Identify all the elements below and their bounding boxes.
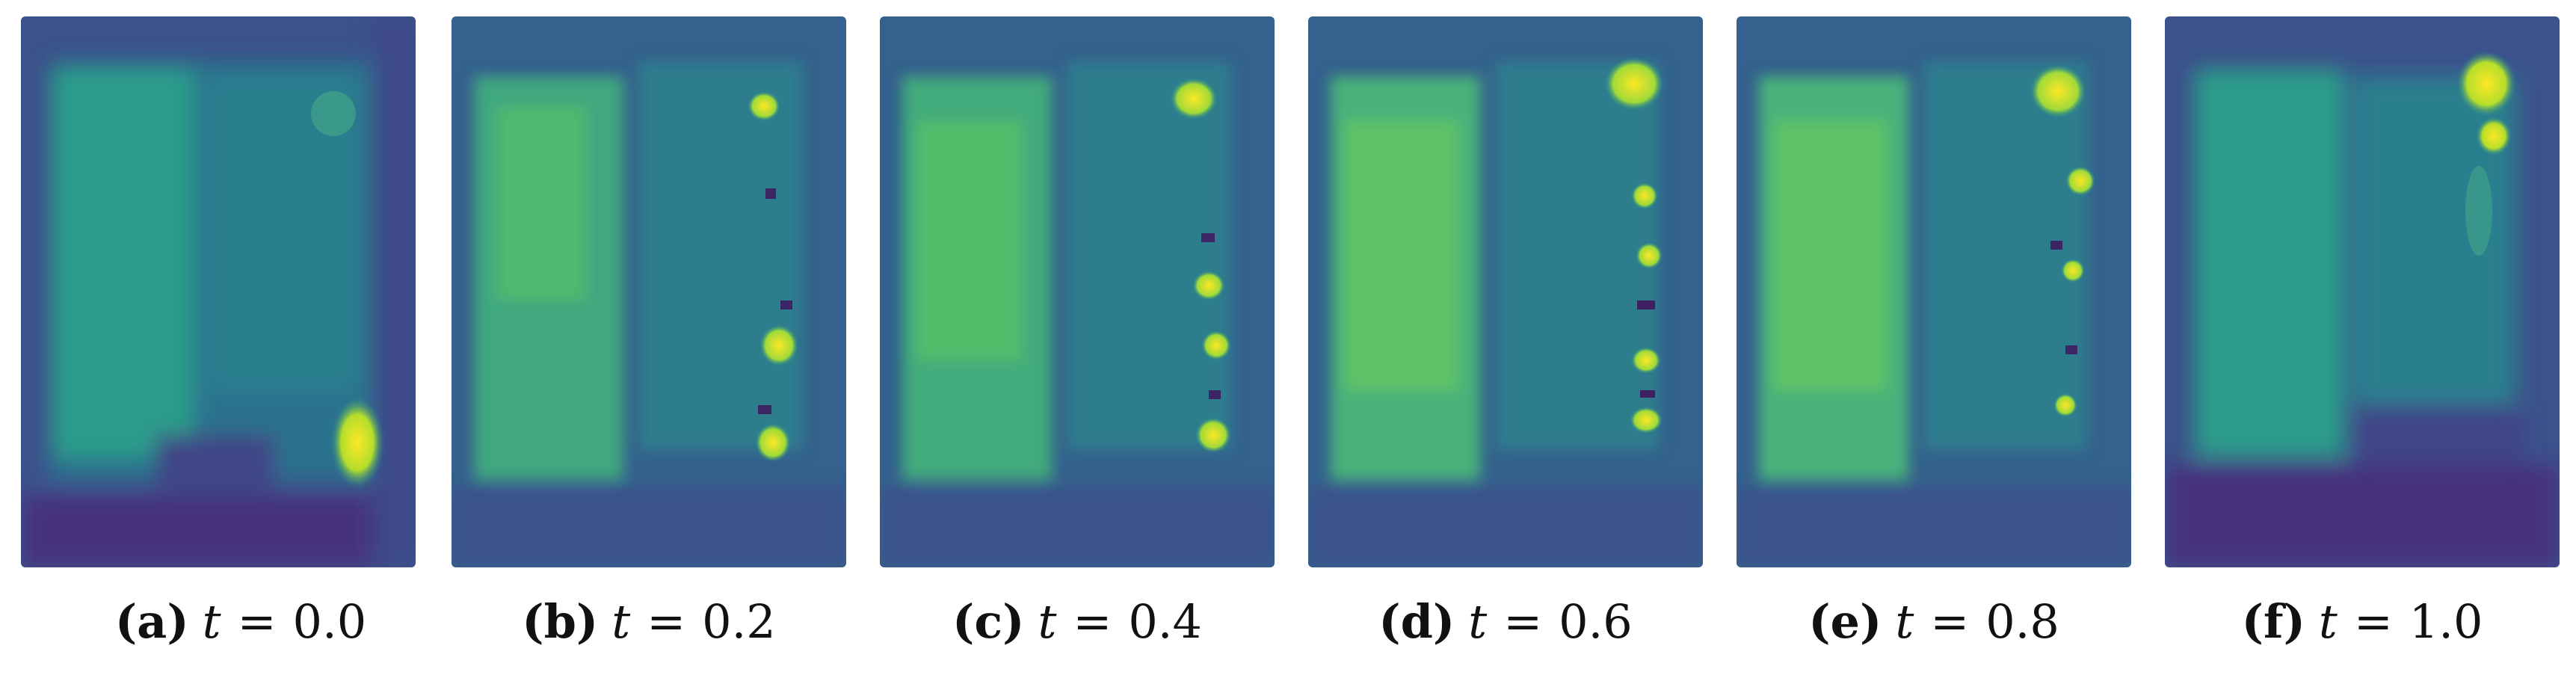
heatmap-image [21, 16, 416, 567]
time-value: 0.2 [702, 594, 776, 649]
time-value: 1.0 [2409, 594, 2483, 649]
heatmap-image [1737, 16, 2131, 567]
heatmap-image [452, 16, 846, 567]
panel-tag: (c) [952, 594, 1025, 649]
panel-tag: (e) [1808, 594, 1882, 649]
time-value: 0.0 [292, 594, 367, 649]
panel-caption: (a) t = 0.0 [43, 594, 438, 649]
variable-t: t [1895, 594, 1914, 649]
variable-t: t [1038, 594, 1057, 649]
time-value: 0.4 [1128, 594, 1202, 649]
panel-c: (c) t = 0.4 [880, 16, 1275, 649]
panel-tag: (d) [1378, 594, 1455, 649]
panel-e: (e) t = 0.8 [1737, 16, 2131, 649]
time-value: 0.6 [1559, 594, 1633, 649]
panel-caption: (e) t = 0.8 [1737, 594, 2131, 649]
equals-sign: = [237, 594, 277, 649]
variable-t: t [611, 594, 631, 649]
panel-a: (a) t = 0.0 [21, 16, 416, 649]
panel-d: (d) t = 0.6 [1308, 16, 1703, 649]
heatmap-image [880, 16, 1275, 567]
panel-tag: (a) [114, 594, 189, 649]
time-value: 0.8 [1985, 594, 2059, 649]
variable-t: t [2318, 594, 2338, 649]
heatmap-image [2165, 16, 2560, 567]
equals-sign: = [647, 594, 686, 649]
equals-sign: = [1503, 594, 1543, 649]
panel-b: (b) t = 0.2 [452, 16, 846, 649]
equals-sign: = [2353, 594, 2393, 649]
panel-caption: (f) t = 1.0 [2165, 594, 2560, 649]
panel-caption: (c) t = 0.4 [880, 594, 1275, 649]
panel-caption: (b) t = 0.2 [452, 594, 846, 649]
panel-tag: (f) [2241, 594, 2305, 649]
equals-sign: = [1930, 594, 1970, 649]
panel-f: (f) t = 1.0 [2165, 16, 2560, 649]
variable-t: t [1468, 594, 1488, 649]
panel-tag: (b) [522, 594, 599, 649]
equals-sign: = [1073, 594, 1112, 649]
variable-t: t [202, 594, 221, 649]
panel-caption: (d) t = 0.6 [1308, 594, 1703, 649]
heatmap-image [1308, 16, 1703, 567]
